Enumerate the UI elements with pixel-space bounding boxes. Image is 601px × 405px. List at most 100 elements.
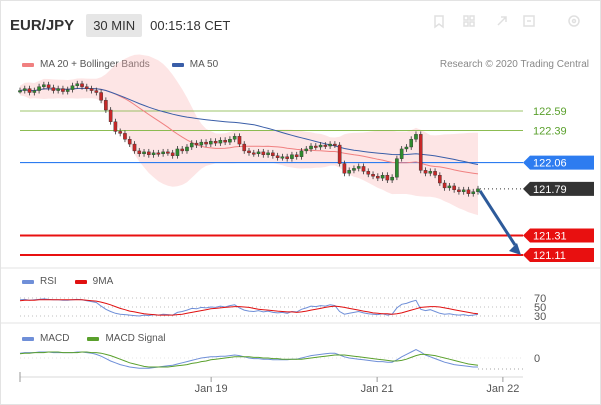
candle-body bbox=[318, 144, 323, 148]
candle-body bbox=[113, 121, 118, 132]
level-tag-5 bbox=[523, 248, 594, 262]
x-tick-label: Jan 21 bbox=[361, 383, 394, 395]
candle-body bbox=[461, 189, 466, 192]
candle-body bbox=[352, 168, 356, 171]
candle-body bbox=[51, 87, 56, 91]
candle-body bbox=[466, 189, 471, 194]
candle-body bbox=[228, 139, 232, 143]
candle-body bbox=[75, 83, 80, 86]
candle-body bbox=[147, 151, 151, 155]
candle-body bbox=[204, 141, 208, 145]
candle-body bbox=[275, 155, 280, 158]
ma50-legend-label: MA 50 bbox=[189, 59, 219, 70]
candle-body bbox=[261, 151, 266, 155]
candle-body bbox=[361, 166, 366, 172]
ma20-legend-label: MA 20 + Bollinger Bands bbox=[40, 59, 150, 70]
candle-body bbox=[142, 151, 146, 155]
rsi-ma-legend-label: 9MA bbox=[92, 276, 114, 287]
rsi-tick-label: 50 bbox=[534, 302, 546, 314]
candle-body bbox=[428, 171, 433, 174]
rsi-swatch bbox=[22, 279, 34, 284]
bollinger-band bbox=[20, 54, 478, 216]
candle-body bbox=[189, 142, 194, 148]
x-tick-label: Jan 19 bbox=[195, 383, 228, 395]
rsi-legend: RSI 9MA bbox=[22, 276, 113, 287]
candle-body bbox=[80, 83, 84, 87]
candle-body bbox=[156, 152, 161, 155]
interval-selector[interactable]: 30 MIN bbox=[86, 13, 143, 37]
timestamp: 00:15:18 CET bbox=[150, 17, 231, 33]
macd-signal-line bbox=[19, 351, 479, 368]
rsi-legend-label: RSI bbox=[40, 276, 57, 287]
candle-body bbox=[404, 146, 409, 150]
macd-line bbox=[19, 349, 478, 369]
candle-body bbox=[46, 84, 51, 88]
symbol-label: EUR/JPY bbox=[10, 16, 75, 34]
candle-body bbox=[323, 144, 328, 147]
projection-arrowhead bbox=[509, 243, 521, 255]
candle-body bbox=[395, 158, 399, 178]
candle-body bbox=[423, 170, 428, 174]
candle-body bbox=[89, 88, 94, 91]
candle-body bbox=[175, 148, 180, 156]
candle-body bbox=[94, 90, 99, 93]
ma50-swatch bbox=[171, 62, 184, 67]
candle-body bbox=[280, 156, 285, 159]
candle-body bbox=[132, 143, 137, 152]
candle-body bbox=[309, 145, 313, 150]
candle-body bbox=[337, 144, 342, 164]
candle-body bbox=[22, 88, 27, 91]
candle-body bbox=[285, 156, 289, 159]
candle-body bbox=[266, 152, 270, 155]
candle-body bbox=[185, 146, 189, 152]
candle-body bbox=[342, 163, 347, 174]
candle-body bbox=[294, 154, 299, 157]
candle-body bbox=[457, 189, 461, 192]
macd-swatch bbox=[22, 336, 34, 341]
macd-legend-label: MACD bbox=[40, 333, 70, 344]
candle-body bbox=[251, 152, 256, 155]
candle-body bbox=[137, 150, 142, 155]
candle-body bbox=[380, 175, 385, 179]
rsi-tick-label: 30 bbox=[534, 311, 546, 323]
candle-body bbox=[442, 182, 447, 189]
level-label-4: 121.31 bbox=[533, 231, 567, 243]
candle-body bbox=[414, 134, 418, 140]
candle-body bbox=[223, 139, 227, 143]
candle-body bbox=[194, 142, 199, 146]
candle-body bbox=[199, 141, 204, 146]
candle-body bbox=[18, 90, 22, 93]
candle-body bbox=[476, 188, 480, 192]
candle-body bbox=[409, 139, 414, 148]
candle-body bbox=[347, 170, 351, 174]
candle-body bbox=[433, 171, 437, 176]
rsi-ma-swatch bbox=[74, 279, 87, 284]
candle-body bbox=[333, 143, 337, 146]
candle-body bbox=[376, 175, 380, 179]
candle-body bbox=[180, 148, 185, 152]
candle-body bbox=[118, 131, 122, 134]
candle-body bbox=[237, 136, 242, 145]
level-label-1: 122.39 bbox=[533, 125, 567, 137]
candle-body bbox=[32, 90, 37, 93]
candle-body bbox=[418, 134, 423, 171]
macd-signal-swatch bbox=[87, 336, 100, 341]
candle-body bbox=[290, 154, 294, 159]
candle-body bbox=[390, 176, 394, 181]
candle-body bbox=[151, 152, 156, 155]
candle-body bbox=[452, 185, 456, 191]
rsi-ma-line bbox=[19, 299, 479, 316]
level-label-3: 121.79 bbox=[533, 184, 567, 196]
candle-body bbox=[385, 175, 390, 181]
candle-body bbox=[104, 100, 108, 111]
candle-body bbox=[161, 151, 165, 155]
candle-body bbox=[27, 88, 32, 93]
candle-body bbox=[42, 84, 46, 87]
level-label-5: 121.11 bbox=[533, 250, 566, 262]
candle-body bbox=[123, 133, 127, 140]
ma20-swatch bbox=[22, 62, 34, 67]
candle-body bbox=[256, 151, 261, 155]
candle-body bbox=[65, 89, 70, 92]
candle-body bbox=[242, 143, 247, 152]
candle-body bbox=[108, 109, 113, 122]
